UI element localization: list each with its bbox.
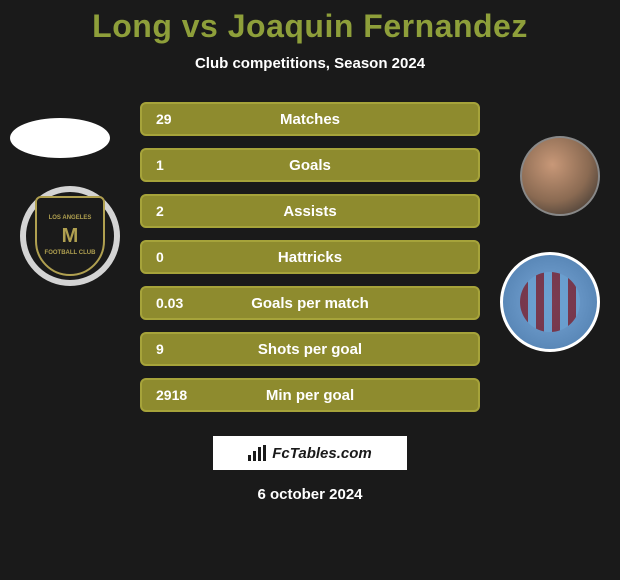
stat-label: Min per goal [142, 387, 478, 404]
player1-name: Long [92, 8, 172, 44]
stat-row: 9Shots per goal [140, 332, 480, 366]
vs-text: vs [182, 8, 219, 44]
stat-row: 0.03Goals per match [140, 286, 480, 320]
club-badge-right [500, 252, 600, 352]
club-left-bottom-text: FOOTBALL CLUB [45, 250, 96, 257]
stat-row: 29Matches [140, 102, 480, 136]
player1-avatar [10, 118, 110, 158]
club-badge-right-inner [520, 272, 580, 332]
date-text: 6 october 2024 [0, 486, 620, 503]
player2-avatar [520, 136, 600, 216]
stat-row: 1Goals [140, 148, 480, 182]
stat-label: Hattricks [142, 249, 478, 266]
stat-value: 29 [156, 111, 172, 127]
club-badge-left-inner: LOS ANGELES M FOOTBALL CLUB [35, 196, 105, 276]
stat-label: Shots per goal [142, 341, 478, 358]
watermark: FcTables.com [213, 436, 407, 470]
stat-value: 2918 [156, 387, 187, 403]
stat-value: 9 [156, 341, 164, 357]
stat-value: 1 [156, 157, 164, 173]
stat-label: Goals per match [142, 295, 478, 312]
player2-name: Joaquin Fernandez [228, 8, 528, 44]
club-left-top-text: LOS ANGELES [49, 215, 92, 222]
stat-value: 0 [156, 249, 164, 265]
stat-row: 0Hattricks [140, 240, 480, 274]
bars-icon [248, 445, 266, 461]
club-left-mid-text: M [62, 224, 79, 248]
stat-row: 2Assists [140, 194, 480, 228]
watermark-text: FcTables.com [272, 445, 371, 462]
page-title: Long vs Joaquin Fernandez [0, 0, 620, 45]
stat-label: Matches [142, 111, 478, 128]
stat-value: 0.03 [156, 295, 183, 311]
stat-value: 2 [156, 203, 164, 219]
stat-label: Assists [142, 203, 478, 220]
stat-row: 2918Min per goal [140, 378, 480, 412]
club-badge-left: LOS ANGELES M FOOTBALL CLUB [20, 186, 120, 286]
stat-label: Goals [142, 157, 478, 174]
subtitle: Club competitions, Season 2024 [0, 55, 620, 72]
